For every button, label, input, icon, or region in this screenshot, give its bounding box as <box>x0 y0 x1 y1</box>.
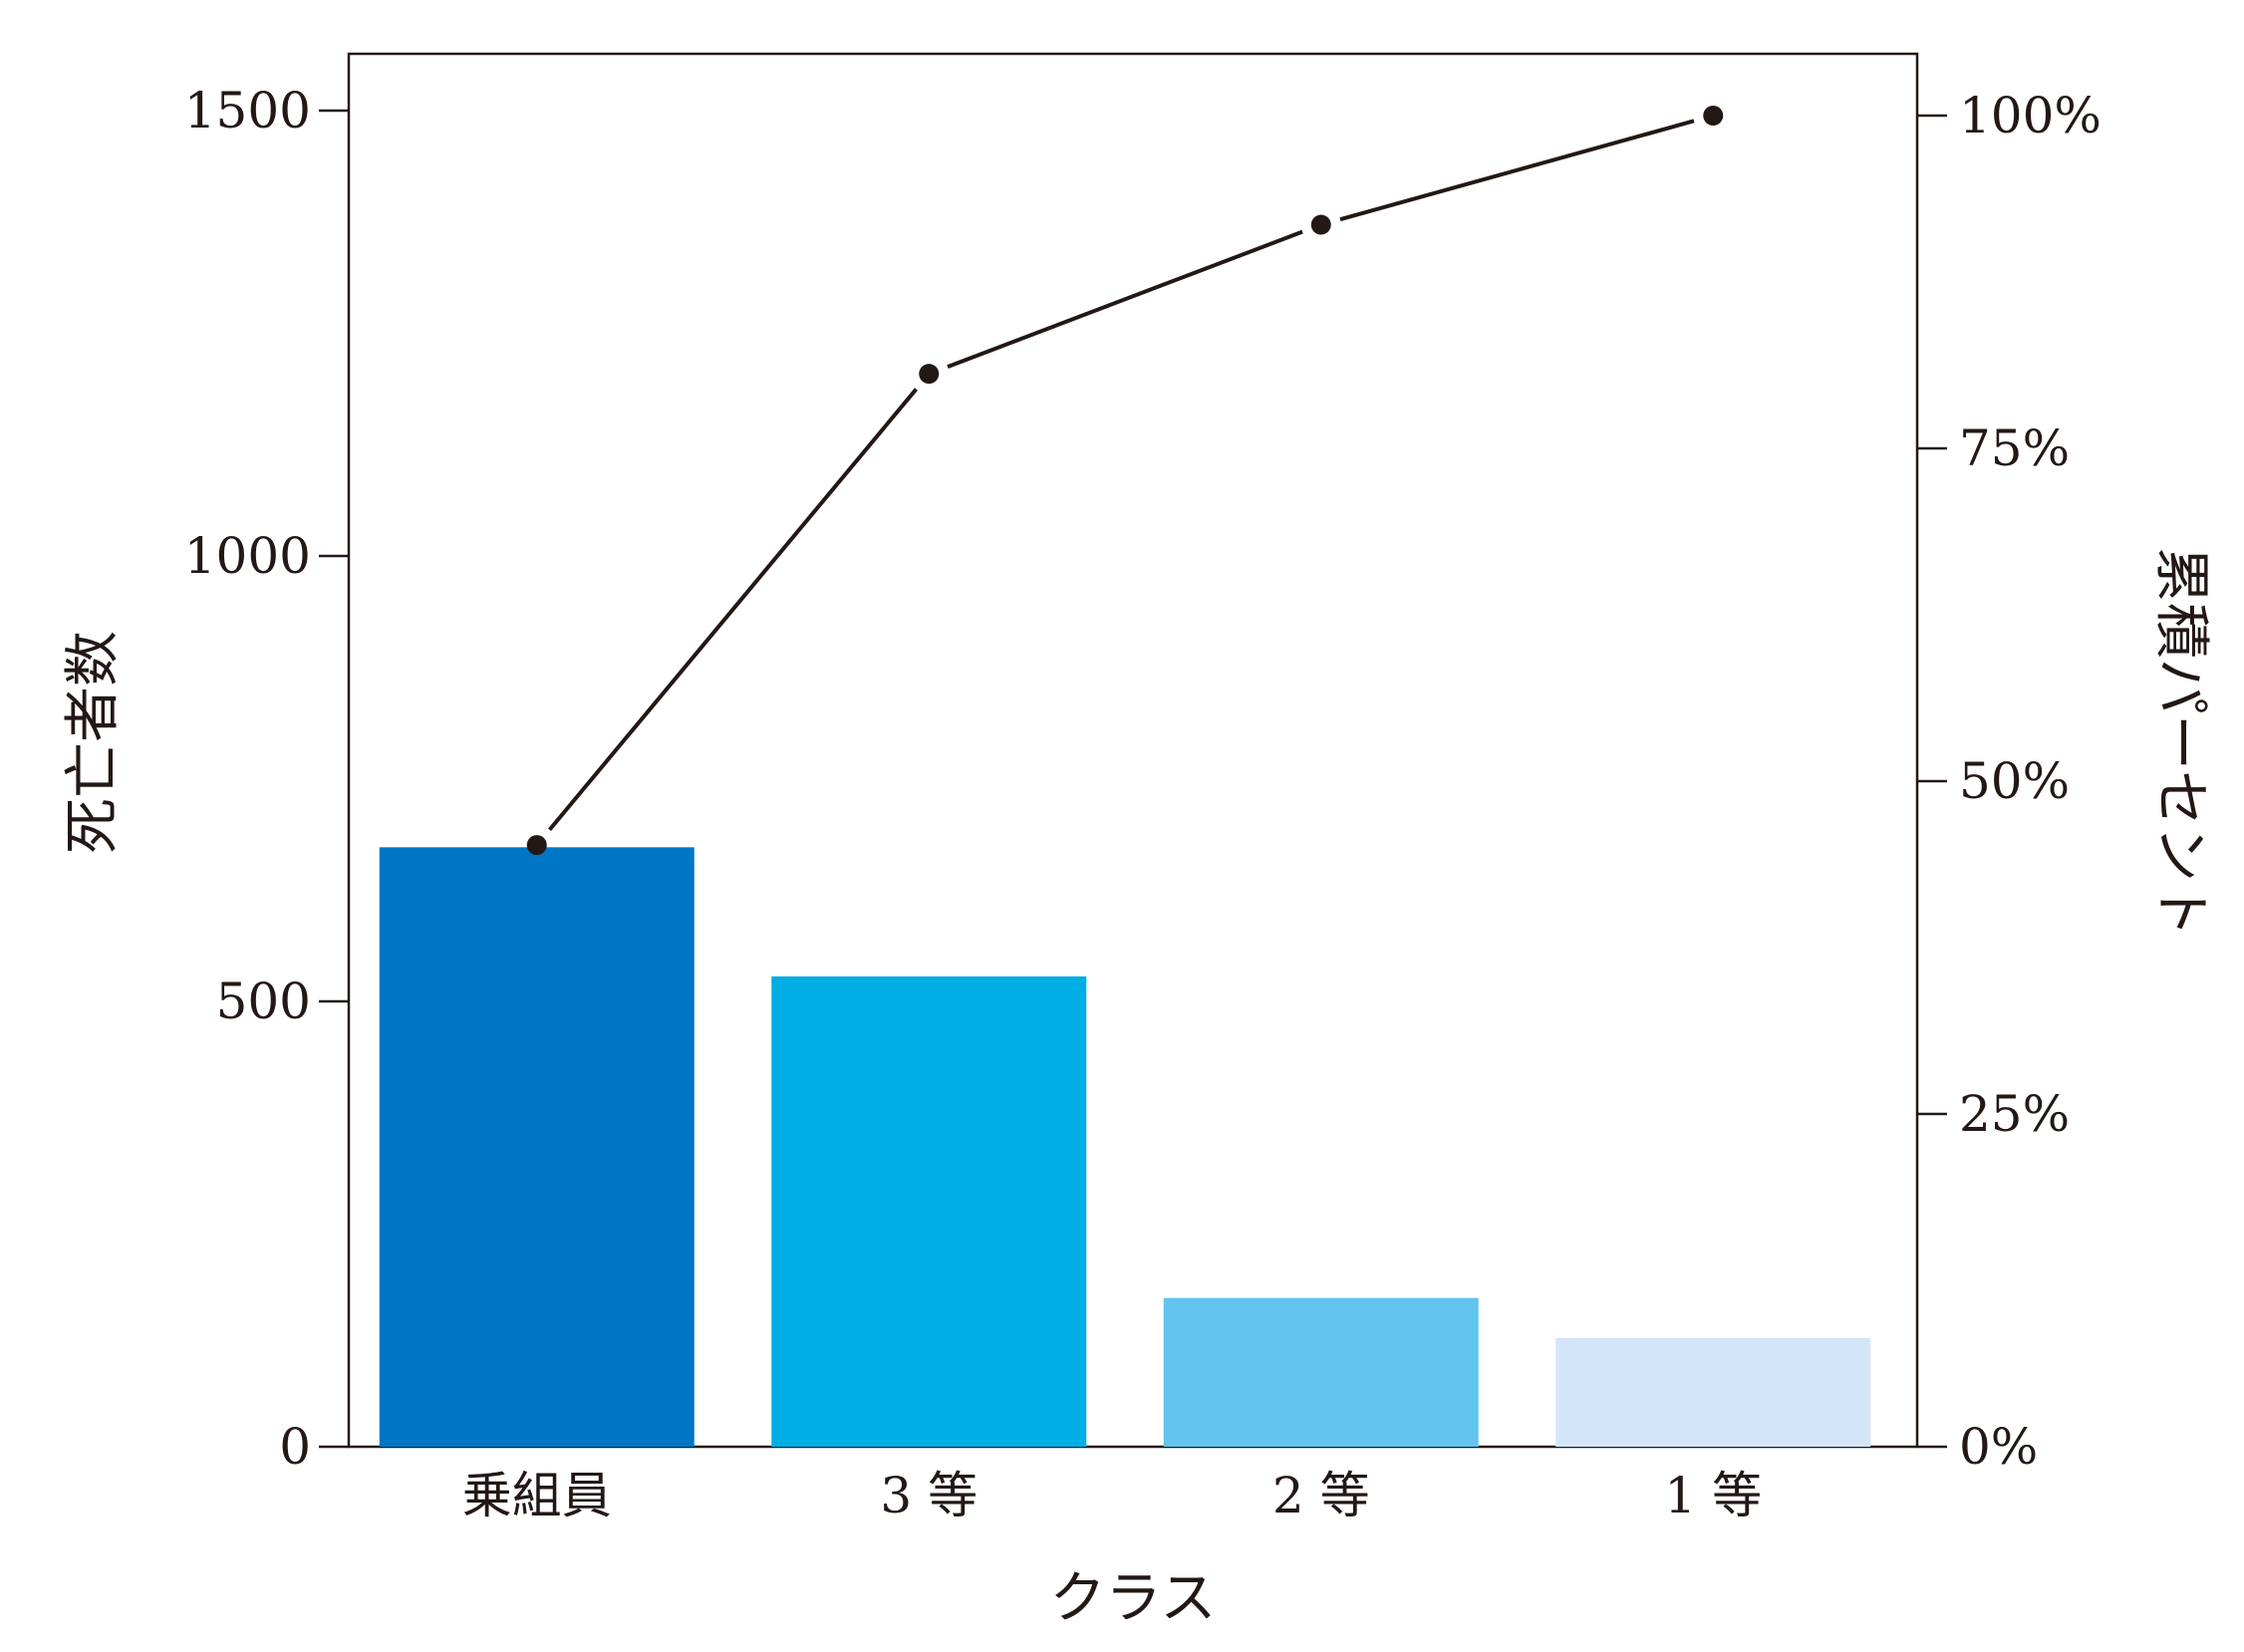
y2-tick-label-4: 100% <box>1959 87 2102 144</box>
cumulative-point-1 <box>919 364 940 385</box>
x-axis-title: クラス <box>1050 1566 1217 1631</box>
cumulative-segment-0 <box>548 388 918 832</box>
bar-0 <box>379 847 695 1447</box>
y-tick-label-2: 1000 <box>184 527 311 585</box>
bars-group <box>379 847 1871 1447</box>
x-tick-label-2: 2 等 <box>1272 1467 1370 1524</box>
cumulative-point-3 <box>1703 106 1724 126</box>
cumulative-point-2 <box>1310 214 1331 235</box>
cumulative-line-group <box>526 106 1724 856</box>
y-tick-label-1: 500 <box>216 972 311 1030</box>
x-tick-label-3: 1 等 <box>1664 1467 1762 1524</box>
right-axis: 0% 25% 50% 75% 100% <box>1917 87 2102 1476</box>
y2-tick-label-0: 0% <box>1959 1418 2038 1476</box>
bar-1 <box>771 975 1087 1447</box>
cumulative-segment-2 <box>1339 119 1695 222</box>
left-axis: 0 500 1000 1500 <box>184 82 349 1476</box>
plot-frame <box>347 52 1919 1449</box>
x-axis: 乗組員 3 等 2 等 1 等 <box>462 1467 1762 1524</box>
y2-axis-title: 累積パーセント <box>2148 547 2213 938</box>
bar-3 <box>1555 1337 1871 1447</box>
y2-tick-label-2: 50% <box>1959 752 2070 810</box>
y-tick-label-0: 0 <box>279 1418 311 1476</box>
cumulative-point-0 <box>526 835 547 856</box>
y2-tick-label-1: 25% <box>1959 1085 2070 1143</box>
y-axis-title: 死亡者数 <box>61 631 126 854</box>
bar-2 <box>1163 1297 1479 1447</box>
x-tick-label-0: 乗組員 <box>462 1467 612 1524</box>
y2-tick-label-3: 75% <box>1959 419 2070 477</box>
cumulative-segment-1 <box>947 229 1303 369</box>
y-tick-label-3: 1500 <box>184 82 311 139</box>
x-tick-label-1: 3 等 <box>880 1467 978 1524</box>
